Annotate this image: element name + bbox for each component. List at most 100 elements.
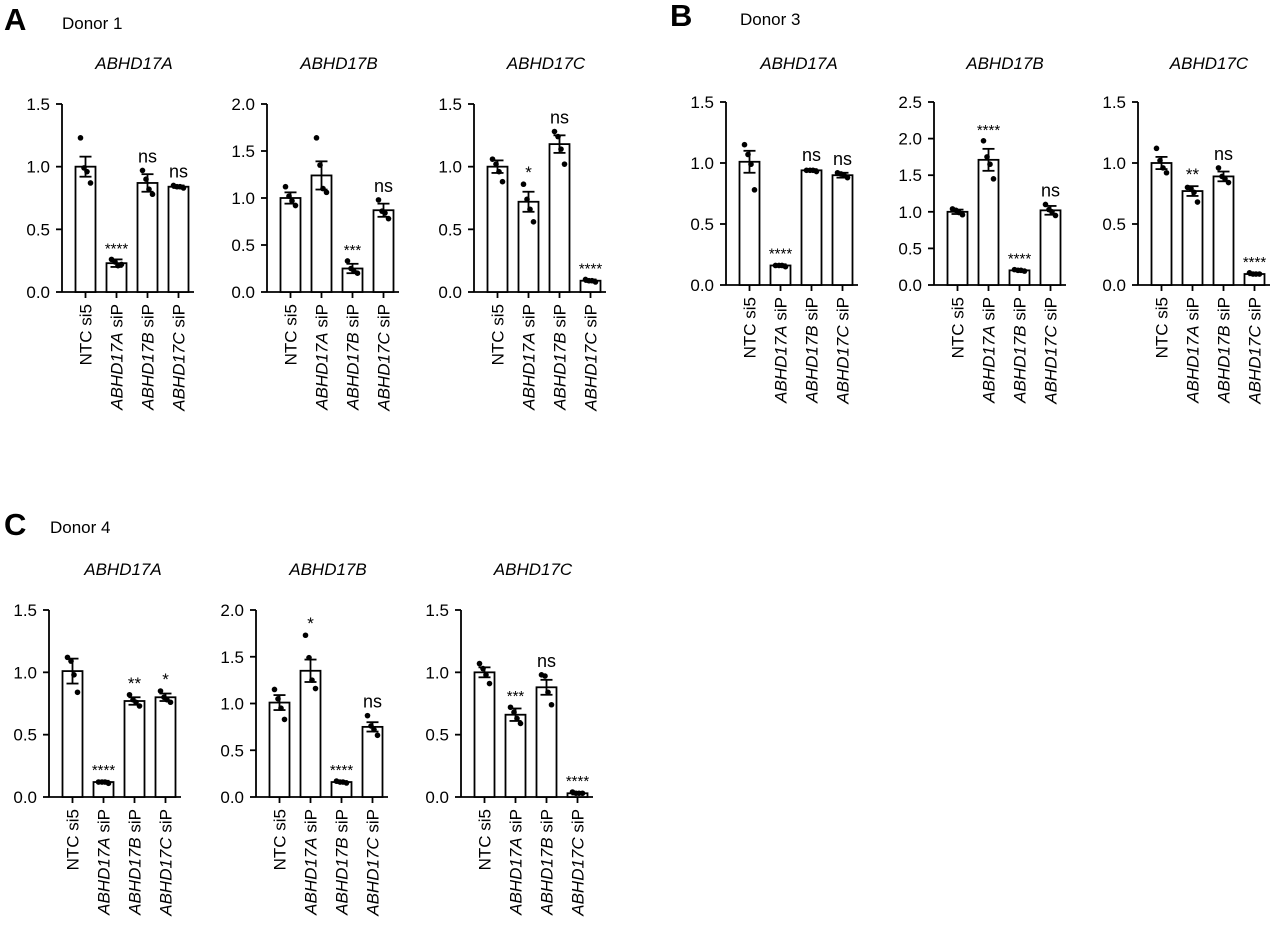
x-tick-label: ABHD17C siP [569, 809, 588, 917]
data-point [751, 187, 758, 193]
data-point [844, 174, 851, 181]
significance-label: * [162, 670, 169, 689]
data-point [371, 726, 377, 733]
data-point [146, 186, 152, 193]
data-point [68, 658, 74, 664]
data-point [286, 193, 292, 199]
significance-label: **** [1243, 254, 1267, 271]
x-tick-label: ABHD17B siP [344, 304, 363, 411]
significance-label: ns [1041, 180, 1060, 200]
data-point [530, 219, 537, 225]
data-point [64, 654, 71, 661]
y-tick-label: 1.0 [898, 203, 922, 222]
significance-label: **** [1008, 251, 1032, 268]
data-point [507, 704, 514, 711]
data-point [180, 185, 187, 191]
y-tick-label: 1.0 [220, 695, 244, 714]
data-point [489, 156, 496, 162]
bar [361, 725, 384, 798]
data-point [275, 696, 281, 702]
y-tick-label: 1.5 [690, 93, 714, 112]
significance-label: **** [566, 773, 590, 790]
y-tick-label: 1.5 [26, 95, 50, 114]
y-tick-label: 0.5 [425, 726, 449, 745]
bar [800, 169, 823, 286]
x-tick-label: ABHD17B siP [551, 304, 570, 411]
data-point [959, 211, 966, 218]
chart-a3: 0.0 0.5 1.0 1.5 NTC si5 * ABHD17A siP ns ABHD17B… [438, 95, 606, 412]
significance-label: ns [138, 146, 157, 166]
y-tick-label: 0.0 [1102, 276, 1126, 295]
panel-letter-a: A [4, 2, 26, 37]
data-point [987, 161, 993, 168]
bar [136, 182, 159, 293]
data-point [1225, 179, 1232, 186]
data-point [282, 183, 289, 190]
data-point [74, 689, 81, 696]
bar [946, 210, 969, 286]
data-point [1021, 268, 1028, 274]
significance-label: ns [550, 108, 569, 128]
data-point [157, 688, 164, 694]
data-point [579, 790, 586, 797]
significance-label: ns [802, 145, 821, 165]
bar [504, 713, 527, 798]
x-tick-label: ABHD17B siP [803, 297, 822, 404]
data-point [1160, 165, 1166, 171]
data-point [309, 677, 315, 683]
data-point [382, 210, 388, 216]
significance-label: **** [769, 245, 793, 262]
y-tick-label: 1.0 [425, 663, 449, 682]
y-tick-label: 2.0 [231, 95, 255, 114]
x-tick-label: ABHD17B siP [538, 809, 557, 916]
significance-label: *** [507, 688, 525, 705]
y-tick-label: 0.0 [690, 276, 714, 295]
data-point [517, 720, 524, 727]
bar [74, 165, 97, 293]
x-tick-label: ABHD17A siP [980, 297, 999, 404]
chart-title-b2: ABHD17B [965, 54, 1043, 73]
data-point [1042, 201, 1049, 208]
data-point [990, 176, 997, 182]
chart-title-b1: ABHD17A [759, 54, 837, 73]
x-tick-label: ABHD17C siP [582, 304, 601, 412]
y-tick-label: 0.5 [438, 220, 462, 239]
data-point [1194, 199, 1201, 205]
bar [123, 700, 146, 798]
x-tick-label: ABHD17A siP [772, 297, 791, 404]
y-tick-label: 1.0 [1102, 154, 1126, 173]
data-point [486, 680, 493, 687]
y-tick-label: 2.0 [898, 130, 922, 149]
chart-b1: 0.0 0.5 1.0 1.5 NTC si5 **** ABHD17A siP ns ABHD… [690, 93, 858, 405]
y-tick-label: 2.5 [898, 93, 922, 112]
data-point [748, 161, 754, 168]
x-tick-label: ABHD17C siP [375, 304, 394, 412]
data-point [364, 712, 371, 719]
data-point [149, 191, 156, 198]
y-tick-label: 0.0 [438, 283, 462, 302]
data-point [782, 263, 789, 270]
y-tick-label: 1.5 [220, 648, 244, 667]
y-tick-label: 1.0 [690, 154, 714, 173]
data-point [1052, 212, 1059, 219]
bar [1212, 175, 1235, 286]
y-tick-label: 1.5 [13, 601, 37, 620]
x-tick-label: ABHD17C siP [1042, 297, 1061, 405]
bar [738, 160, 761, 286]
significance-label: ns [374, 176, 393, 196]
y-tick-label: 1.0 [26, 158, 50, 177]
data-point [527, 206, 533, 213]
y-tick-label: 0.5 [690, 215, 714, 234]
bar [372, 209, 395, 293]
y-tick-label: 1.0 [231, 189, 255, 208]
data-point [71, 672, 77, 678]
x-tick-label: NTC si5 [476, 809, 495, 870]
significance-label: **** [92, 762, 116, 779]
x-tick-label: ABHD17B siP [126, 809, 145, 916]
y-tick-label: 0.0 [898, 276, 922, 295]
y-tick-label: 0.5 [1102, 215, 1126, 234]
significance-label: ns [169, 161, 188, 181]
chart-title-c1: ABHD17A [83, 560, 161, 579]
